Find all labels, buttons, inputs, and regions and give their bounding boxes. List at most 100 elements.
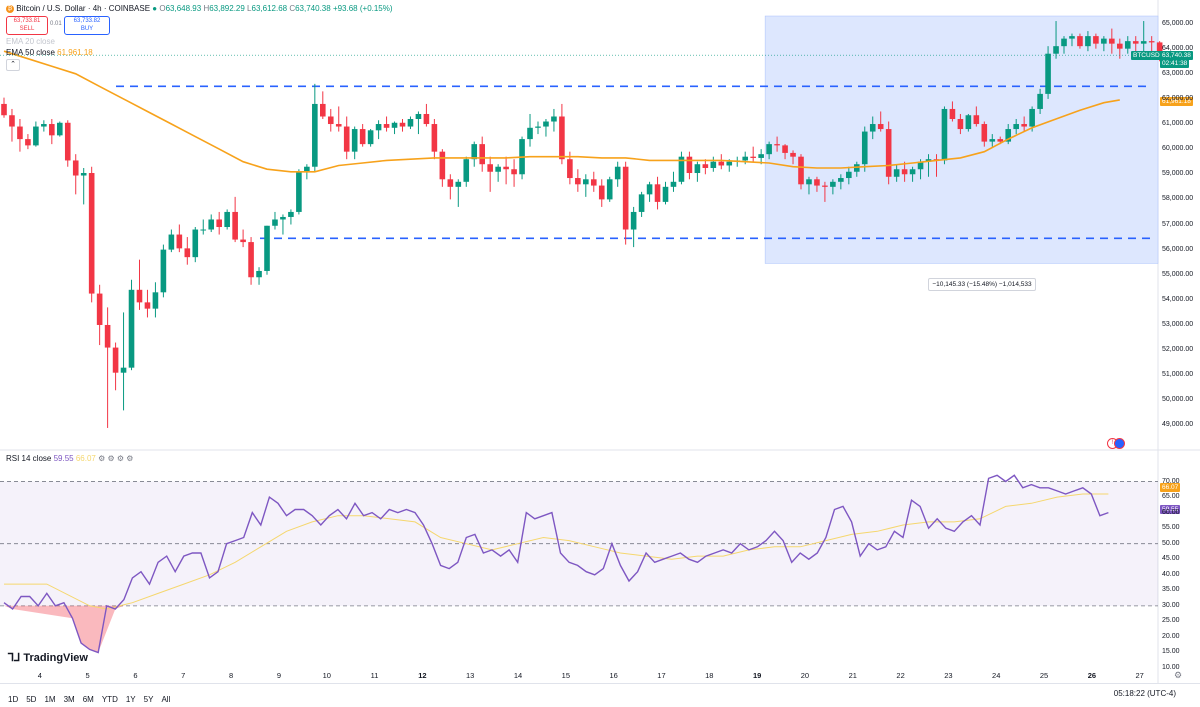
candle-body [272,219,278,226]
rsi-tick-label: 65.00 [1162,493,1180,501]
candle-body [1069,36,1075,39]
price-tick-label: 65,000.00 [1162,19,1194,27]
candle-body [264,225,270,271]
candle-body [431,124,438,152]
tradingview-logo: ⅂⅃ TradingView [8,651,88,664]
open-label: O [159,4,166,13]
range-button-1d[interactable]: 1D [8,695,19,704]
candle-body [120,367,127,373]
settings-gear-icon[interactable]: ⚙ [1174,670,1183,680]
clock[interactable]: 05:18:22 (UTC-4) [1113,689,1176,698]
candle-body [33,126,39,146]
symbol-title[interactable]: Bitcoin / U.S. Dollar · 4h · COINBASE [16,4,151,13]
candle-body [25,139,31,146]
price-tick-label: 50,000.00 [1162,396,1194,404]
price-tick-label: 49,000.00 [1162,421,1194,429]
ema50-value: 61,961.18 [57,48,93,57]
candle-body [893,169,900,177]
rsi-tick-label: 45.00 [1162,555,1180,563]
range-button-all[interactable]: All [161,695,171,704]
candle-body [758,154,764,158]
rsi-tick-label: 10.00 [1162,664,1180,671]
range-button-1m[interactable]: 1M [44,695,56,704]
candle-body [391,122,398,128]
candle-body [590,179,597,186]
candle-body [1013,124,1019,130]
price-tick-label: 57,000.00 [1162,220,1194,228]
candle-body [479,144,485,165]
collapse-legend-icon[interactable]: ⌃ [6,59,20,71]
candle-body [997,139,1004,142]
range-button-5d[interactable]: 5D [26,695,37,704]
candle-body [830,181,836,187]
candle-body [973,115,980,125]
candle-body [232,211,238,240]
candle-body [327,116,334,125]
candle-body [710,161,717,168]
high-value: 63,892.29 [209,4,245,13]
candle-body [447,179,454,187]
candle-body [1085,36,1091,47]
rsi-tick-label: 25.00 [1162,617,1180,625]
range-button-5y[interactable]: 5Y [143,695,154,704]
candle-body [503,166,509,170]
price-tick-label: 61,000.00 [1162,120,1194,128]
price-tick-label: 59,000.00 [1162,170,1194,178]
range-button-6m[interactable]: 6M [82,695,94,704]
candle-body [320,103,326,117]
buy-button[interactable]: 63,733.82 BUY [64,16,110,35]
time-tick-label: 5 [85,671,90,680]
time-tick-label: 16 [609,671,618,680]
ema20-legend[interactable]: EMA 20 close [6,37,55,46]
candle-body [1077,36,1083,47]
candle-body [838,178,844,182]
rsi-settings-icon[interactable]: ⚙ ⚙ ⚙ ⚙ [98,454,134,463]
candle-body [104,324,111,348]
candle-body [415,113,422,120]
time-tick-label: 8 [229,671,234,680]
candle-body [64,122,71,161]
candle-body [822,185,828,187]
candle-body [535,126,541,128]
candle-body [774,144,780,146]
range-button-1y[interactable]: 1Y [125,695,136,704]
range-button-ytd[interactable]: YTD [101,695,118,704]
measure-label[interactable]: −10,145.33 (−15.48%) −1,014,533 [928,278,1036,291]
candle-body [9,115,15,127]
ema50-legend[interactable]: EMA 50 close 61,961.18 [6,48,93,57]
candle-body [56,122,63,136]
time-tick-label: 4 [37,671,42,680]
candle-body [575,178,581,185]
candle-body [702,164,709,168]
candle-body [128,289,135,368]
candle-body [909,169,916,175]
time-tick-label: 18 [705,671,714,680]
rsi-tick-label: 15.00 [1162,648,1180,656]
rsi-ma-line [4,493,1109,610]
candle-body [742,156,749,161]
candle-body [814,179,820,186]
candle-body [72,160,79,176]
candle-body [17,126,23,140]
symbol-tag: BTCUSD [1131,51,1162,60]
candle-body [1093,36,1099,44]
us-flag-icon[interactable] [1114,438,1125,449]
range-button-3m[interactable]: 3M [63,695,75,704]
candle-body [455,181,462,187]
range-buttons: 1D 5D 1M 3M 6M YTD 1Y 5Y All [8,689,178,707]
rsi-legend[interactable]: RSI 14 close 59.55 66.07 ⚙ ⚙ ⚙ ⚙ [6,454,133,463]
buy-label: BUY [80,26,94,32]
close-label: C [289,4,296,13]
tradingview-logo-icon: ⅂⅃ [8,652,24,664]
price-tick-label: 54,000.00 [1162,295,1194,303]
candle-body [200,229,207,231]
candle-body [304,166,310,172]
candle-body [917,161,924,170]
candle-body [622,166,629,230]
time-tick-label: 26 [1087,671,1097,680]
candle-body [686,156,693,174]
candle-body [1117,43,1123,49]
sell-button[interactable]: 63,733.81 SELL [6,16,48,35]
candle-body [152,292,159,309]
